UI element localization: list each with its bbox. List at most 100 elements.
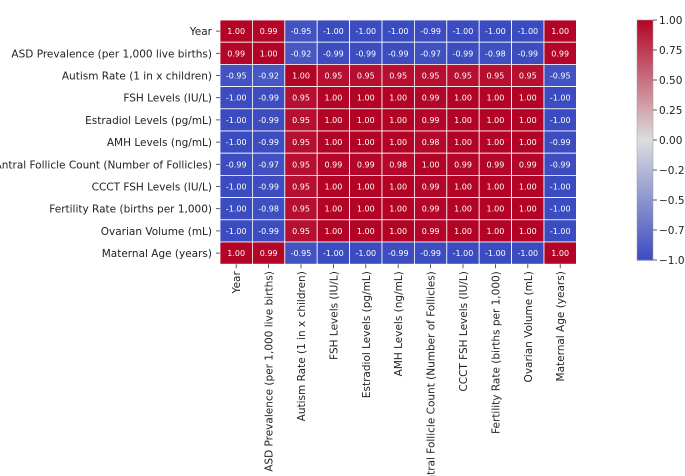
row-labels: Year ASD Prevalence (per 1,000 live birth…	[0, 26, 220, 260]
colorbar-segment	[637, 208, 653, 211]
cell-value-label: 0.95	[357, 72, 375, 81]
cell-value-label: 1.00	[324, 227, 342, 236]
colorbar-segment	[637, 138, 653, 141]
cell-value-label: 1.00	[324, 116, 342, 125]
cell-value-label: 1.00	[519, 205, 537, 214]
colorbar-segment	[637, 112, 653, 115]
colorbar-segment	[637, 192, 653, 195]
colorbar-segment	[637, 70, 653, 73]
colorbar-segment	[637, 224, 653, 227]
colorbar-tick-label: −0.50	[659, 195, 685, 207]
colorbar-segment	[637, 122, 653, 125]
colorbar-segment	[637, 64, 653, 67]
colorbar-segment	[637, 86, 653, 89]
cell-value-label: 1.00	[486, 205, 504, 214]
cell-value-label: -1.00	[517, 27, 538, 36]
cell-value-label: -1.00	[550, 116, 571, 125]
colorbar-segment	[637, 98, 653, 101]
cell-value-label: 1.00	[454, 138, 472, 147]
colorbar-segment	[637, 36, 653, 39]
colorbar-segment	[637, 238, 653, 241]
cell-value-label: 1.00	[389, 94, 407, 103]
cell-value-label: -0.99	[550, 160, 571, 169]
colorbar-segment	[637, 76, 653, 79]
colorbar-segment	[637, 194, 653, 197]
cell-value-label: -0.99	[355, 49, 376, 58]
cell-value-label: -1.00	[226, 116, 247, 125]
column-label: Ovarian Volume (mL)	[523, 271, 535, 382]
column-label: Estradiol Levels (pg/mL)	[361, 271, 373, 398]
cell-value-label: 1.00	[551, 249, 569, 258]
colorbar-segment	[637, 140, 653, 143]
colorbar-segment	[637, 62, 653, 65]
cell-value-label: 1.00	[389, 205, 407, 214]
colorbar-segment	[637, 60, 653, 63]
cell-value-label: 0.95	[292, 138, 310, 147]
colorbar-segment	[637, 108, 653, 111]
cell-value-label: -0.99	[258, 138, 279, 147]
colorbar-segment	[637, 94, 653, 97]
colorbar-segment	[637, 256, 653, 259]
colorbar-segment	[637, 172, 653, 175]
colorbar-segment	[637, 196, 653, 199]
row-label: Maternal Age (years)	[102, 248, 212, 260]
cell-value-label: 1.00	[389, 116, 407, 125]
colorbar-segment	[637, 80, 653, 83]
colorbar-segment	[637, 50, 653, 53]
cell-value-label: -1.00	[453, 27, 474, 36]
cell-value-label: -0.99	[517, 49, 538, 58]
colorbar-segment	[637, 72, 653, 75]
cell-value-label: 1.00	[486, 227, 504, 236]
cell-value-label: -1.00	[323, 27, 344, 36]
cell-value-label: 1.00	[324, 183, 342, 192]
colorbar-segment	[637, 206, 653, 209]
colorbar-segment	[637, 150, 653, 153]
colorbar-segment	[637, 126, 653, 129]
colorbar-segment	[637, 144, 653, 147]
colorbar-tick-label: 1.00	[659, 15, 682, 27]
cell-value-label: 1.00	[519, 183, 537, 192]
column-label: CCCT FSH Levels (IU/L)	[458, 271, 470, 391]
cell-value-label: -1.00	[485, 249, 506, 258]
row-label: ASD Prevalence (per 1,000 live births)	[11, 48, 212, 60]
colorbar-segment	[637, 30, 653, 33]
cell-value-label: 0.99	[422, 94, 440, 103]
colorbar-segment	[637, 188, 653, 191]
cell-value-label: 1.00	[454, 94, 472, 103]
cell-value-label: 0.99	[422, 116, 440, 125]
cell-value-label: 1.00	[260, 49, 278, 58]
cell-value-label: -0.95	[226, 72, 247, 81]
cell-value-label: 0.99	[260, 249, 278, 258]
colorbar-segment	[637, 48, 653, 51]
colorbar-segment	[637, 46, 653, 49]
colorbar-segment	[637, 132, 653, 135]
colorbar-segment	[637, 40, 653, 43]
colorbar-segment	[637, 88, 653, 91]
cell-value-label: 1.00	[454, 227, 472, 236]
colorbar-segment	[637, 160, 653, 163]
colorbar-segment	[637, 162, 653, 165]
cell-value-label: 1.00	[357, 116, 375, 125]
colorbar-segment	[637, 246, 653, 249]
cell-value-label: 1.00	[357, 205, 375, 214]
cell-value-label: -0.99	[258, 227, 279, 236]
cell-value-label: -1.00	[323, 249, 344, 258]
colorbar-segment	[637, 28, 653, 31]
colorbar-segment	[637, 174, 653, 177]
colorbar-segment	[637, 116, 653, 119]
cell-value-label: 0.99	[324, 160, 342, 169]
colorbar-segment	[637, 166, 653, 169]
colorbar-segment	[637, 250, 653, 253]
column-label: AMH Levels (ng/mL)	[393, 271, 405, 376]
colorbar-tick-label: 0.50	[659, 75, 682, 87]
cell-value-label: 1.00	[357, 94, 375, 103]
colorbar-segment	[637, 110, 653, 113]
column-label: FSH Levels (IU/L)	[328, 271, 340, 360]
colorbar-segment	[637, 120, 653, 123]
cell-value-label: 1.00	[324, 138, 342, 147]
cell-value-label: -1.00	[388, 27, 409, 36]
colorbar-segment	[637, 38, 653, 41]
colorbar-segment	[637, 164, 653, 167]
cell-value-label: 1.00	[519, 116, 537, 125]
